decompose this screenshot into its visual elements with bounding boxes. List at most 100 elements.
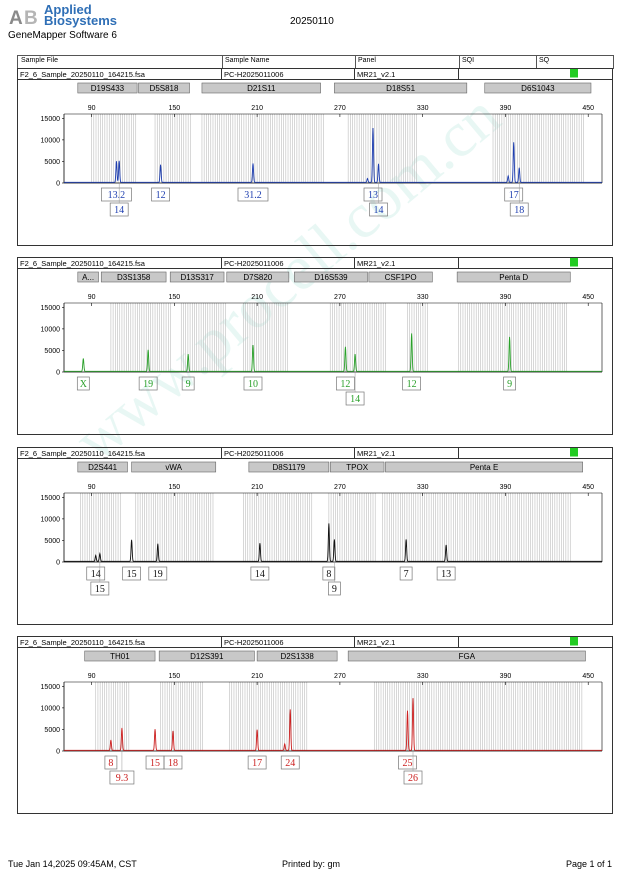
allele-call-label: 9 xyxy=(186,379,191,390)
allele-call-label: 26 xyxy=(408,773,418,784)
allele-call-label: 15 xyxy=(127,569,137,580)
col-sample-name: Sample Name xyxy=(225,57,270,64)
x-tick-label: 150 xyxy=(169,673,181,680)
x-tick-label: 450 xyxy=(582,105,594,112)
locus-marker-label: D6S1043 xyxy=(521,84,555,93)
y-tick-label: 15000 xyxy=(41,305,61,312)
electropherogram-green-panel: F2_6_Sample_20250110_164215.fsa PC-H20250… xyxy=(17,257,613,435)
allele-call-box xyxy=(163,755,183,770)
x-tick-label: 210 xyxy=(251,105,263,112)
run-date: 20250110 xyxy=(290,16,334,27)
column-header-bar: Sample File Sample Name Panel SQI SQ xyxy=(17,55,614,69)
brand-name: Applied Biosystems xyxy=(44,3,117,28)
sample-name: PC-H2025011006 xyxy=(224,449,284,458)
allele-call-label: 15 xyxy=(150,758,160,769)
panel-frame xyxy=(17,68,613,246)
allele-call-label: 18 xyxy=(514,205,524,216)
allele-call-label: 13 xyxy=(441,569,451,580)
signal-trace xyxy=(64,128,602,183)
allele-call-box xyxy=(138,376,158,391)
panel-frame xyxy=(17,257,613,435)
locus-marker-label: FGA xyxy=(459,652,476,661)
print-timestamp: Tue Jan 14,2025 09:45AM, CST xyxy=(8,859,137,869)
locus-marker-bar xyxy=(84,650,156,662)
sample-file: F2_6_Sample_20250110_164215.fsa xyxy=(20,70,146,79)
quality-status-icon xyxy=(570,448,578,457)
locus-marker-label: D16S539 xyxy=(314,273,348,282)
svg-text:A: A xyxy=(9,8,23,28)
allele-call-label: 9 xyxy=(332,584,337,595)
locus-marker-label: D8S1179 xyxy=(272,463,305,472)
signal-trace xyxy=(64,333,602,372)
locus-marker-bar xyxy=(77,461,128,473)
y-tick-label: 5000 xyxy=(44,348,60,355)
allele-call-label: 9.3 xyxy=(116,773,129,784)
locus-marker-bar xyxy=(456,271,571,283)
x-tick-label: 90 xyxy=(88,484,96,491)
allele-call-box xyxy=(151,187,170,202)
locus-marker-bar xyxy=(368,271,433,283)
brand-line-2: Biosystems xyxy=(44,13,117,28)
locus-marker-label: D7S820 xyxy=(243,273,272,282)
printed-by: Printed by: gm xyxy=(282,859,341,869)
allele-call-box xyxy=(322,566,336,581)
allele-call-box xyxy=(247,755,267,770)
allele-call-box xyxy=(398,755,417,770)
allele-call-label: 19 xyxy=(143,379,153,390)
locus-marker-label: Penta D xyxy=(499,273,528,282)
locus-marker-label: CSF1PO xyxy=(385,273,417,282)
col-panel: Panel xyxy=(358,57,376,64)
locus-marker-label: D2S441 xyxy=(88,463,117,472)
locus-marker-bar xyxy=(347,650,586,662)
panel-name: MR21_v2.1 xyxy=(357,638,395,647)
allele-call-label: 14 xyxy=(91,569,101,580)
x-tick-label: 210 xyxy=(251,484,263,491)
allele-call-box xyxy=(363,187,383,202)
allele-call-label: 9 xyxy=(507,379,512,390)
locus-marker-label: Penta E xyxy=(470,463,498,472)
allele-call-box xyxy=(122,566,141,581)
locus-marker-bar xyxy=(294,271,368,283)
x-tick-label: 150 xyxy=(169,484,181,491)
y-tick-label: 5000 xyxy=(44,727,60,734)
locus-marker-bar xyxy=(484,82,592,94)
allele-call-label: 19 xyxy=(153,569,163,580)
allele-call-box xyxy=(504,187,524,202)
panel-name: MR21_v2.1 xyxy=(357,449,395,458)
locus-marker-bar xyxy=(77,82,138,94)
x-tick-label: 210 xyxy=(251,673,263,680)
allele-call-label: 12 xyxy=(156,190,166,201)
allele-call-label: 15 xyxy=(95,584,105,595)
panel-name: MR21_v2.1 xyxy=(357,259,395,268)
electropherogram-blue-panel: F2_6_Sample_20250110_164215.fsa PC-H20250… xyxy=(17,68,613,246)
allele-call-label: 25 xyxy=(402,758,412,769)
sample-file: F2_6_Sample_20250110_164215.fsa xyxy=(20,449,146,458)
x-tick-label: 390 xyxy=(500,673,512,680)
y-tick-label: 15000 xyxy=(41,116,61,123)
y-tick-label: 0 xyxy=(56,181,60,188)
allele-call-box xyxy=(280,755,300,770)
locus-marker-bar xyxy=(169,271,225,283)
allele-call-label: 14 xyxy=(350,394,360,405)
allele-call-box xyxy=(101,187,132,202)
x-tick-label: 450 xyxy=(582,484,594,491)
panel-frame xyxy=(17,636,613,814)
x-tick-label: 90 xyxy=(88,294,96,301)
x-tick-label: 330 xyxy=(417,484,429,491)
y-tick-label: 10000 xyxy=(41,705,61,712)
allele-call-label: 8 xyxy=(326,569,331,580)
signal-trace xyxy=(64,698,602,751)
locus-marker-label: D12S391 xyxy=(190,652,224,661)
locus-marker-bar xyxy=(385,461,583,473)
locus-marker-bar xyxy=(158,650,255,662)
y-tick-label: 0 xyxy=(56,560,60,567)
x-tick-label: 270 xyxy=(334,294,346,301)
col-sq: SQ xyxy=(539,57,550,64)
applied-biosystems-logo-icon: A B xyxy=(8,6,42,28)
signal-trace xyxy=(64,523,602,562)
allele-call-label: 7 xyxy=(404,569,409,580)
quality-status-icon xyxy=(570,637,578,646)
locus-marker-bar xyxy=(77,271,99,283)
y-tick-label: 0 xyxy=(56,749,60,756)
y-tick-label: 0 xyxy=(56,370,60,377)
